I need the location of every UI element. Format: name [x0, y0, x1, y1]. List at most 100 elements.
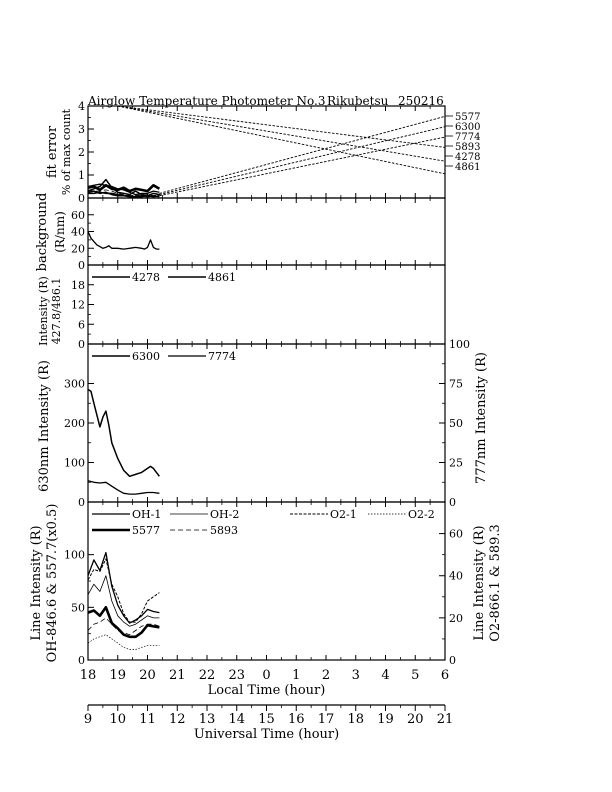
panel-4-ytick-label-right: 0	[449, 654, 456, 667]
panel-1-frame	[87, 197, 446, 266]
panel-1-series-background	[87, 231, 160, 250]
panel-3-ytick-label: 0	[78, 496, 85, 509]
guide-line-7774	[159, 136, 446, 197]
panel-0-ytick-label: 1	[78, 169, 85, 182]
fit-error-right-label-4861: 4861	[455, 162, 480, 173]
panel-0-ytick-label: 2	[78, 146, 85, 159]
panel-oh-o2: 0 50 100 0 20 40 60 OH-1 OH-2 O2-1 O2-2 5577 5893 Lin…	[29, 501, 503, 667]
local-time-tick-label: 1	[292, 668, 300, 683]
background-ylabel2: (R/nm)	[53, 211, 67, 253]
panel-0-ytick-label: 3	[78, 123, 85, 136]
local-time-tick-label: 0	[262, 668, 270, 683]
oh-ylabel: Line Intensity (R)	[29, 525, 44, 640]
blue-ylabel: Intensity (R)	[37, 276, 50, 346]
fit-error-right-label-7774: 7774	[455, 132, 480, 143]
panel-4-legend-label-O2-2: O2-2	[408, 508, 435, 521]
panel-2-ytick-label: 12	[71, 299, 85, 312]
panel-blue-lines: 0 6 12 18 4278 4861 Intensity (R) 427.8/486.1	[37, 264, 446, 351]
panel-4-ytick-label-right: 20	[449, 612, 463, 625]
fit-error-ylabel2: % of max count	[60, 108, 73, 195]
universal-time-tick-label: 16	[288, 712, 305, 727]
panel-4-series-O2-1	[87, 558, 160, 623]
local-time-tick-label: 4	[381, 668, 389, 683]
panel-0-series-5893	[87, 189, 160, 197]
panel-4-legend-label-5893: 5893	[210, 524, 238, 537]
panel-red-lines: 0 100 200 300 0 25 50 75 100 6300 7774 630nm Intens…	[37, 338, 489, 509]
panel-3-ytick-label-right: 75	[449, 378, 463, 391]
universal-time-tick-label: 21	[437, 712, 454, 727]
fit-error-right-label-5577: 5577	[455, 112, 480, 123]
universal-time-tick-label: 18	[347, 712, 364, 727]
local-time-tick-label: 6	[441, 668, 449, 683]
universal-time-tick-label: 17	[318, 712, 335, 727]
local-time-axis-label: Local Time (hour)	[208, 683, 326, 698]
panel-2-ytick-label: 18	[71, 279, 85, 292]
panel-1-ytick-label: 20	[71, 242, 85, 255]
universal-time-tick-label: 11	[139, 712, 156, 727]
universal-time-tick-label: 14	[228, 712, 245, 727]
local-time-tick-label: 20	[139, 668, 156, 683]
panel-3-ytick-label: 200	[64, 417, 85, 430]
panel-4-series-OH-2	[87, 575, 160, 627]
background-ylabel: background	[35, 193, 50, 272]
local-time-tick-label: 18	[80, 668, 97, 683]
panel-3-legend-label-7774: 7774	[208, 350, 236, 363]
panel-3-ytick-label-right: 25	[449, 457, 463, 470]
local-time-tick-label: 2	[322, 668, 330, 683]
panel-background: 0 20 40 60 background (R/nm)	[35, 193, 446, 272]
panel-3-series-6300	[87, 388, 160, 478]
panel-3-ytick-label-right: 0	[449, 496, 456, 509]
panel-1-ytick-label: 0	[78, 259, 85, 272]
universal-time-tick-label: 12	[169, 712, 186, 727]
panel-3-ytick-label-right: 100	[449, 338, 470, 351]
panel-4-ytick-label-right: 40	[449, 570, 463, 583]
figure-title: Airglow Temperature Photometer No.3	[87, 94, 326, 108]
panel-4-series-OH-1	[87, 551, 160, 624]
guide-line-4861	[117, 105, 446, 175]
panel-0-series-5577	[87, 184, 161, 193]
universal-time-axis-label: Universal Time (hour)	[194, 727, 339, 742]
panel-4-ytick-label: 0	[78, 654, 85, 667]
date-code: 250216	[398, 94, 444, 108]
panel-3-ytick-label-right: 50	[449, 417, 463, 430]
fit-error-right-label-4278: 4278	[455, 152, 480, 163]
fit-error-right-label-5893: 5893	[455, 142, 480, 153]
panel-0-ytick-label: 0	[78, 192, 85, 205]
panel-4-series-O2-2	[87, 634, 160, 650]
red-y2label: 777nm Intensity (R)	[474, 352, 489, 484]
red-ylabel: 630nm Intensity (R)	[37, 360, 52, 492]
panel-0-series-4861	[87, 190, 160, 198]
panel-4-legend-label-O2-1: O2-1	[330, 508, 357, 521]
universal-time-tick-label: 19	[377, 712, 394, 727]
panel-4-legend-label-OH-2: OH-2	[210, 508, 239, 521]
blue-ylabel2: 427.8/486.1	[50, 278, 63, 345]
panel-3-ytick-label: 100	[64, 457, 85, 470]
station-name: Rikubetsu	[327, 94, 389, 108]
universal-time-tick-label: 20	[407, 712, 424, 727]
panel-2-legend-label-4278: 4278	[132, 271, 160, 284]
o2-y2label-sub: O2-866.1 & 589.3	[488, 524, 503, 642]
panel-0-ytick-label: 4	[78, 100, 85, 113]
panel-1-ytick-label: 60	[71, 209, 85, 222]
local-time-tick-label: 21	[169, 668, 186, 683]
panel-4-ytick-label: 50	[71, 601, 85, 614]
panel-4-legend-label-5577: 5577	[132, 524, 160, 537]
fit-error-ylabel: fit error	[45, 125, 60, 178]
guide-line-5577	[159, 115, 446, 194]
panel-4-series-5893	[87, 617, 160, 636]
fit-error-right-label-6300: 6300	[455, 122, 480, 133]
panel-2-ytick-label: 6	[78, 318, 85, 331]
universal-time-tick-label: 15	[258, 712, 275, 727]
universal-time-tick-label: 13	[199, 712, 216, 727]
local-time-tick-label: 22	[199, 668, 216, 683]
panel-4-ytick-label-right: 60	[449, 528, 463, 541]
panel-2-ytick-label: 0	[78, 338, 85, 351]
panel-3-series-7774	[87, 480, 160, 495]
oh-ylabel-sub: OH-846.6 & 557.7(x0.5)	[45, 504, 60, 663]
universal-time-tick-label: 9	[84, 712, 92, 727]
panel-2-legend-label-4861: 4861	[208, 271, 236, 284]
